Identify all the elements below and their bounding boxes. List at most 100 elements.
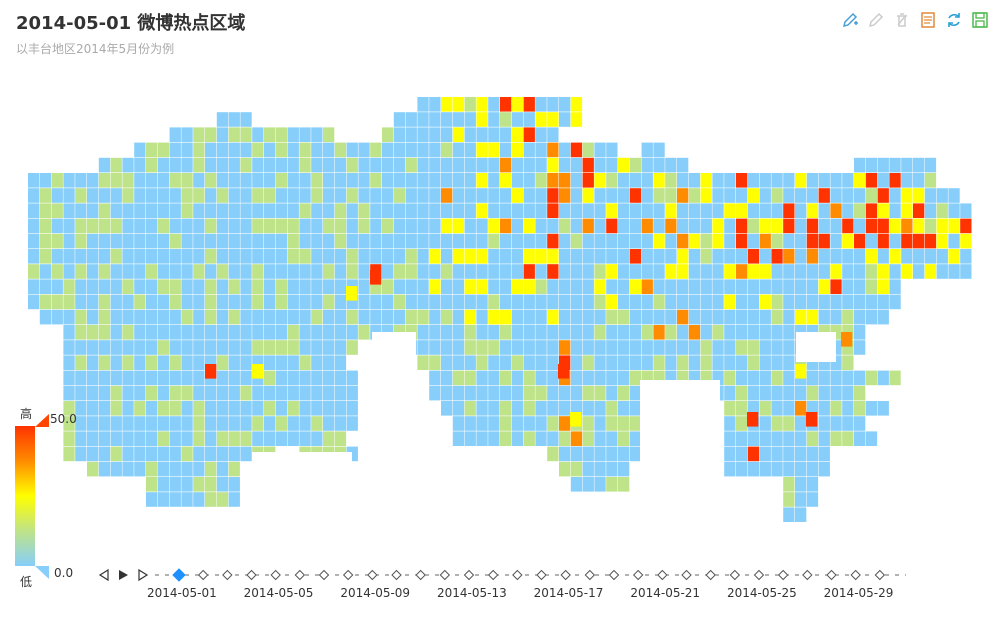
heatmap-cell bbox=[134, 370, 146, 386]
timeline-label[interactable]: 2014-05-13 bbox=[437, 586, 507, 600]
heatmap-cell bbox=[393, 112, 406, 127]
timeline-marker[interactable] bbox=[512, 569, 523, 581]
timeline-marker[interactable] bbox=[342, 569, 354, 581]
save-image-icon[interactable] bbox=[971, 11, 989, 29]
timeline-prev-icon[interactable] bbox=[97, 568, 111, 582]
timeline-marker[interactable] bbox=[802, 569, 813, 581]
heatmap-cell bbox=[275, 309, 288, 325]
timeline-label[interactable]: 2014-05-05 bbox=[243, 586, 314, 600]
mark-clear-icon[interactable] bbox=[893, 11, 911, 29]
timeline-marker[interactable] bbox=[729, 569, 741, 581]
timeline-marker[interactable] bbox=[197, 569, 209, 581]
timeline-marker[interactable] bbox=[874, 569, 886, 581]
heatmap-cell bbox=[134, 279, 146, 294]
heatmap-cell bbox=[146, 416, 158, 431]
timeline-play-icon[interactable] bbox=[116, 568, 130, 582]
heatmap-cell bbox=[783, 279, 795, 294]
heatmap-cell bbox=[63, 279, 75, 294]
timeline-marker[interactable] bbox=[536, 569, 547, 581]
visualmap-max-handle[interactable] bbox=[35, 414, 49, 427]
heatmap-cell bbox=[122, 431, 134, 446]
timeline-marker[interactable] bbox=[681, 569, 692, 581]
heatmap-cell bbox=[488, 188, 500, 203]
mark-icon[interactable] bbox=[841, 11, 859, 29]
timeline-label[interactable]: 2014-05-25 bbox=[727, 586, 797, 600]
data-view-icon[interactable] bbox=[919, 11, 937, 29]
heatmap-cell bbox=[452, 97, 465, 112]
heatmap-cell bbox=[724, 218, 736, 234]
timeline-next-icon[interactable] bbox=[136, 568, 150, 582]
heatmap-cell bbox=[594, 309, 606, 325]
heatmap-cell bbox=[523, 325, 535, 340]
heatmap-cell bbox=[582, 203, 594, 218]
timeline-label[interactable]: 2014-05-01 bbox=[147, 586, 217, 600]
timeline-marker[interactable] bbox=[705, 569, 716, 581]
timeline-track[interactable] bbox=[0, 560, 1001, 610]
timeline-marker[interactable] bbox=[246, 569, 257, 581]
timeline-marker[interactable] bbox=[777, 569, 789, 581]
heatmap-cell bbox=[570, 157, 583, 173]
heatmap-cell bbox=[287, 233, 299, 249]
heatmap-cell bbox=[346, 264, 358, 279]
timeline-marker[interactable] bbox=[657, 569, 668, 581]
heatmap-cell bbox=[582, 142, 594, 158]
timeline-marker[interactable] bbox=[318, 569, 330, 581]
heatmap-cell bbox=[334, 416, 347, 431]
timeline-marker[interactable] bbox=[487, 569, 499, 581]
heatmap-cell bbox=[500, 142, 512, 158]
heatmap-cell bbox=[334, 203, 347, 218]
heatmap-cell bbox=[346, 325, 358, 340]
heatmap-cell bbox=[429, 203, 441, 218]
timeline-marker[interactable] bbox=[391, 569, 402, 581]
heatmap-cell bbox=[559, 97, 571, 112]
timeline-marker[interactable] bbox=[608, 569, 620, 581]
heatmap-cell bbox=[476, 97, 488, 112]
timeline-marker[interactable] bbox=[753, 569, 765, 581]
timeline-label[interactable]: 2014-05-17 bbox=[533, 586, 604, 600]
heatmap-cell bbox=[110, 264, 122, 279]
heatmap-cell bbox=[759, 416, 771, 431]
timeline-current-marker[interactable] bbox=[172, 568, 186, 582]
heatmap-cell bbox=[500, 203, 512, 218]
heatmap-cell bbox=[205, 279, 217, 294]
timeline-marker[interactable] bbox=[415, 569, 426, 581]
heatmap-cell bbox=[346, 157, 358, 173]
timeline-marker[interactable] bbox=[584, 569, 596, 581]
timeline-marker[interactable] bbox=[367, 569, 378, 581]
timeline-marker[interactable] bbox=[826, 569, 837, 581]
mark-undo-icon[interactable] bbox=[867, 11, 885, 29]
timeline-marker[interactable] bbox=[222, 569, 233, 581]
heatmap-cell bbox=[535, 233, 547, 249]
heatmap-cell bbox=[759, 294, 771, 310]
timeline-label[interactable]: 2014-05-21 bbox=[630, 586, 701, 600]
heatmap-cell bbox=[228, 370, 240, 386]
timeline-marker[interactable] bbox=[850, 569, 861, 581]
heatmap-cell bbox=[193, 127, 205, 142]
timeline-marker[interactable] bbox=[560, 569, 571, 581]
heatmap-cell bbox=[570, 461, 583, 477]
heatmap-cell bbox=[464, 279, 476, 294]
timeline-marker[interactable] bbox=[294, 569, 306, 581]
heatmap-cell bbox=[228, 446, 240, 462]
restore-icon[interactable] bbox=[945, 11, 963, 29]
heatmap-cell bbox=[98, 157, 111, 173]
heatmap-cell bbox=[429, 157, 441, 173]
heatmap-cell bbox=[193, 340, 205, 355]
visualmap-min-handle[interactable] bbox=[35, 566, 49, 579]
visualmap-gradient-bar[interactable] bbox=[15, 426, 35, 566]
timeline-marker[interactable] bbox=[632, 569, 644, 581]
heatmap-cell bbox=[287, 355, 299, 370]
heatmap-cell bbox=[334, 431, 347, 446]
timeline-marker[interactable] bbox=[463, 569, 475, 581]
timeline-label[interactable]: 2014-05-09 bbox=[340, 586, 411, 600]
heatmap-cell bbox=[547, 416, 559, 431]
heatmap-cell bbox=[830, 355, 842, 370]
heatmap-cell bbox=[240, 385, 252, 401]
heatmap-cell bbox=[535, 218, 547, 234]
heatmap-cell bbox=[240, 127, 252, 142]
timeline-label[interactable]: 2014-05-29 bbox=[823, 586, 894, 600]
heatmap-cell bbox=[736, 173, 748, 188]
timeline-marker[interactable] bbox=[439, 569, 451, 581]
timeline-marker[interactable] bbox=[270, 569, 281, 581]
heatmap-cell bbox=[382, 203, 394, 218]
